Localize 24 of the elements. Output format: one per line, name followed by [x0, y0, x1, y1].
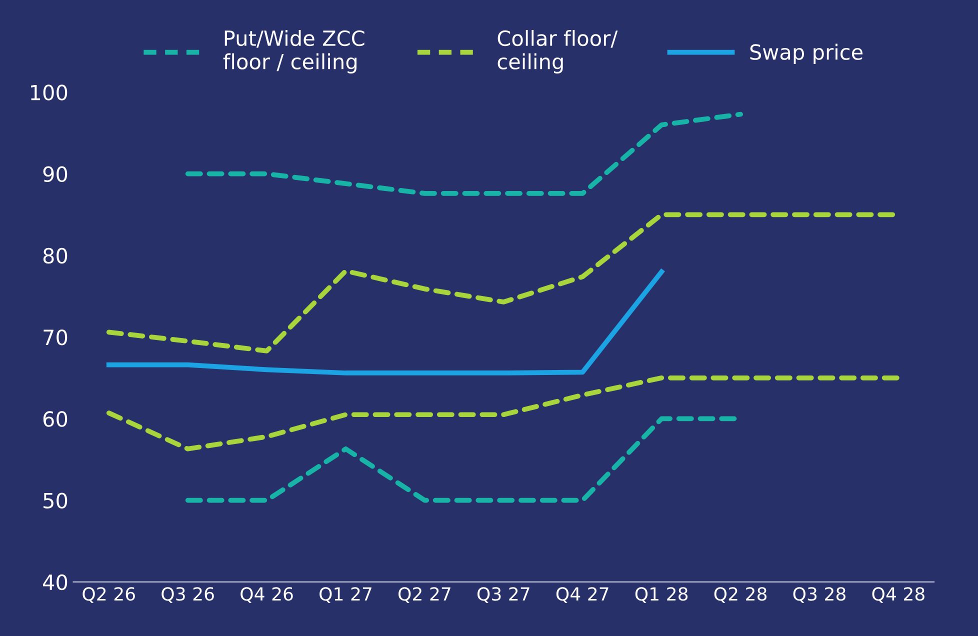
x-tick-label: Q3 28 — [793, 587, 846, 603]
y-tick-label: 60 — [43, 411, 68, 427]
legend-label: Collar floor/ ceiling — [498, 30, 618, 74]
x-tick-label: Q3 27 — [477, 587, 530, 603]
x-tick-label: Q1 28 — [635, 587, 688, 603]
x-tick-label: Q2 28 — [714, 587, 767, 603]
y-tick-label: 90 — [43, 166, 68, 182]
y-tick-label: 100 — [31, 84, 68, 100]
y-tick-label: 40 — [42, 574, 68, 590]
x-tick-label: Q2 27 — [398, 587, 450, 603]
legend-label: Put/Wide ZCC floor / ceiling — [223, 30, 364, 74]
line-series — [106, 269, 664, 376]
x-tick-label: Q4 26 — [240, 587, 293, 603]
x-tick-label: Q4 27 — [556, 587, 608, 603]
y-tick-label: 80 — [43, 248, 68, 264]
x-tick-label: Q3 26 — [162, 587, 214, 603]
line-series — [106, 375, 901, 452]
x-tick-label: Q4 28 — [872, 587, 924, 603]
x-tick-label: Q1 27 — [320, 587, 372, 603]
line-series — [185, 112, 743, 196]
y-tick-label: 50 — [44, 492, 68, 509]
legend-label: Swap price — [750, 44, 863, 64]
x-tick-label: Q2 26 — [82, 587, 135, 603]
y-tick-label: 70 — [44, 330, 68, 346]
